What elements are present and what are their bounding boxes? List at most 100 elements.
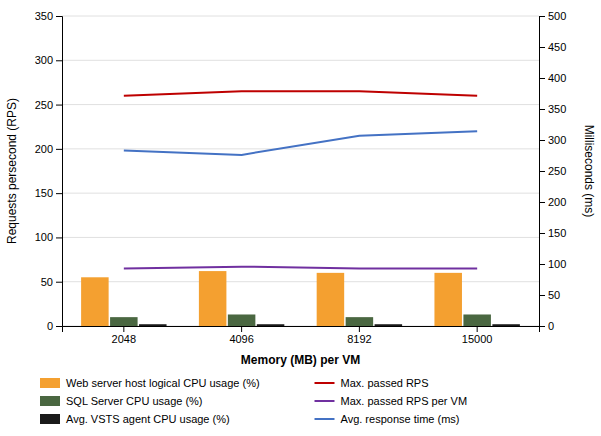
tick: 150 [539, 227, 566, 239]
tick-label: 150 [548, 227, 566, 239]
tick: 4096 [229, 326, 253, 345]
bar [434, 273, 462, 326]
y-axis: 0 50 100 150 200 250 300 350 [35, 10, 63, 332]
tick: 200 [539, 196, 566, 208]
tick-mark [56, 149, 62, 150]
tick-label: 100 [35, 231, 53, 243]
tick: 2048 [112, 326, 136, 345]
y2-axis-title: Milliseconds (ms) [582, 125, 596, 218]
tick-mark [539, 78, 545, 79]
bar [346, 317, 374, 326]
grid-line [62, 104, 539, 105]
grid-line [62, 193, 539, 194]
legend-swatch [40, 414, 60, 424]
tick-mark [539, 47, 545, 48]
tick-mark [56, 193, 62, 194]
tick-mark [56, 326, 62, 327]
tick-mark [56, 60, 62, 61]
legend: Web server host logical CPU usage (%) SQL… [40, 377, 467, 425]
bar [375, 324, 403, 326]
tick-label: 50 [41, 276, 53, 288]
marks [81, 91, 520, 326]
legend-label: Avg. VSTS agent CPU usage (%) [66, 413, 230, 425]
legend-label: Web server host logical CPU usage (%) [66, 377, 260, 389]
tick-mark [359, 326, 360, 332]
tick-label: 350 [548, 103, 566, 115]
tick-mark [539, 202, 545, 203]
tick: 50 [41, 276, 62, 288]
tick: 150 [35, 187, 62, 199]
tick-mark [56, 105, 62, 106]
grid-line [62, 60, 539, 61]
grid-line [62, 148, 539, 149]
bar [199, 271, 227, 326]
tick-mark [477, 326, 478, 332]
tick-label: 350 [35, 10, 53, 22]
tick: 50 [539, 289, 560, 301]
bar [317, 273, 345, 326]
legend-label: Max. passed RPS [341, 377, 429, 389]
x-axis: 2048 4096 8192 15000 [63, 326, 540, 345]
grid-line [62, 16, 539, 17]
tick: 250 [539, 165, 566, 177]
tick-label: 8192 [347, 333, 371, 345]
tick: 200 [35, 143, 62, 155]
tick-label: 4096 [229, 333, 253, 345]
tick-label: 200 [548, 196, 566, 208]
legend-label: Avg. response time (ms) [341, 413, 460, 425]
tick: 250 [35, 99, 62, 111]
tick-mark [539, 140, 545, 141]
tick-label: 300 [35, 54, 53, 66]
tick: 350 [35, 10, 62, 22]
tick-mark [539, 109, 545, 110]
tick-label: 15000 [462, 333, 493, 345]
tick-mark [539, 171, 545, 172]
tick-mark [539, 295, 545, 296]
tick-label: 200 [35, 143, 53, 155]
legend-label: SQL Server CPU usage (%) [66, 395, 203, 407]
tick-mark [123, 326, 124, 332]
tick: 100 [35, 231, 62, 243]
tick-label: 250 [35, 99, 53, 111]
tick: 15000 [462, 326, 493, 345]
tick-mark [539, 326, 545, 327]
tick: 350 [539, 103, 566, 115]
tick: 0 [47, 320, 62, 332]
grid-line [62, 281, 539, 282]
tick-label: 450 [548, 41, 566, 53]
tick-mark [241, 326, 242, 332]
line [124, 91, 477, 95]
tick-label: 250 [548, 165, 566, 177]
legend-swatch [315, 382, 335, 384]
tick: 0 [539, 320, 554, 332]
axis-line [56, 17, 63, 327]
chart: 2048 4096 8192 15000 0 50 100 150 200 250 300 350 0 5… [0, 0, 601, 436]
plot: 2048 4096 8192 15000 0 50 100 150 200 250 300 350 0 5… [35, 10, 567, 345]
axis-line [540, 17, 546, 327]
tick-label: 50 [548, 289, 560, 301]
line [124, 267, 477, 269]
legend-swatch [40, 396, 60, 406]
legend-item: Avg. response time (ms) [315, 413, 460, 425]
legend-item: Max. passed RPS per VM [315, 395, 468, 407]
tick-mark [539, 16, 545, 17]
legend-item: Avg. VSTS agent CPU usage (%) [40, 413, 230, 425]
tick-mark [56, 237, 62, 238]
legend-item: SQL Server CPU usage (%) [40, 395, 203, 407]
bar [110, 317, 138, 326]
tick: 300 [35, 54, 62, 66]
bar [463, 314, 491, 326]
legend-item: Web server host logical CPU usage (%) [40, 377, 260, 389]
grid-line [62, 237, 539, 238]
legend-swatch [40, 378, 60, 388]
tick-mark [56, 282, 62, 283]
legend-item: Max. passed RPS [315, 377, 429, 389]
tick-label: 0 [47, 320, 53, 332]
tick-label: 150 [35, 187, 53, 199]
tick: 100 [539, 258, 566, 270]
tick: 400 [539, 72, 566, 84]
line [124, 131, 477, 155]
tick-mark [539, 264, 545, 265]
tick-label: 400 [548, 72, 566, 84]
bar [81, 277, 109, 326]
